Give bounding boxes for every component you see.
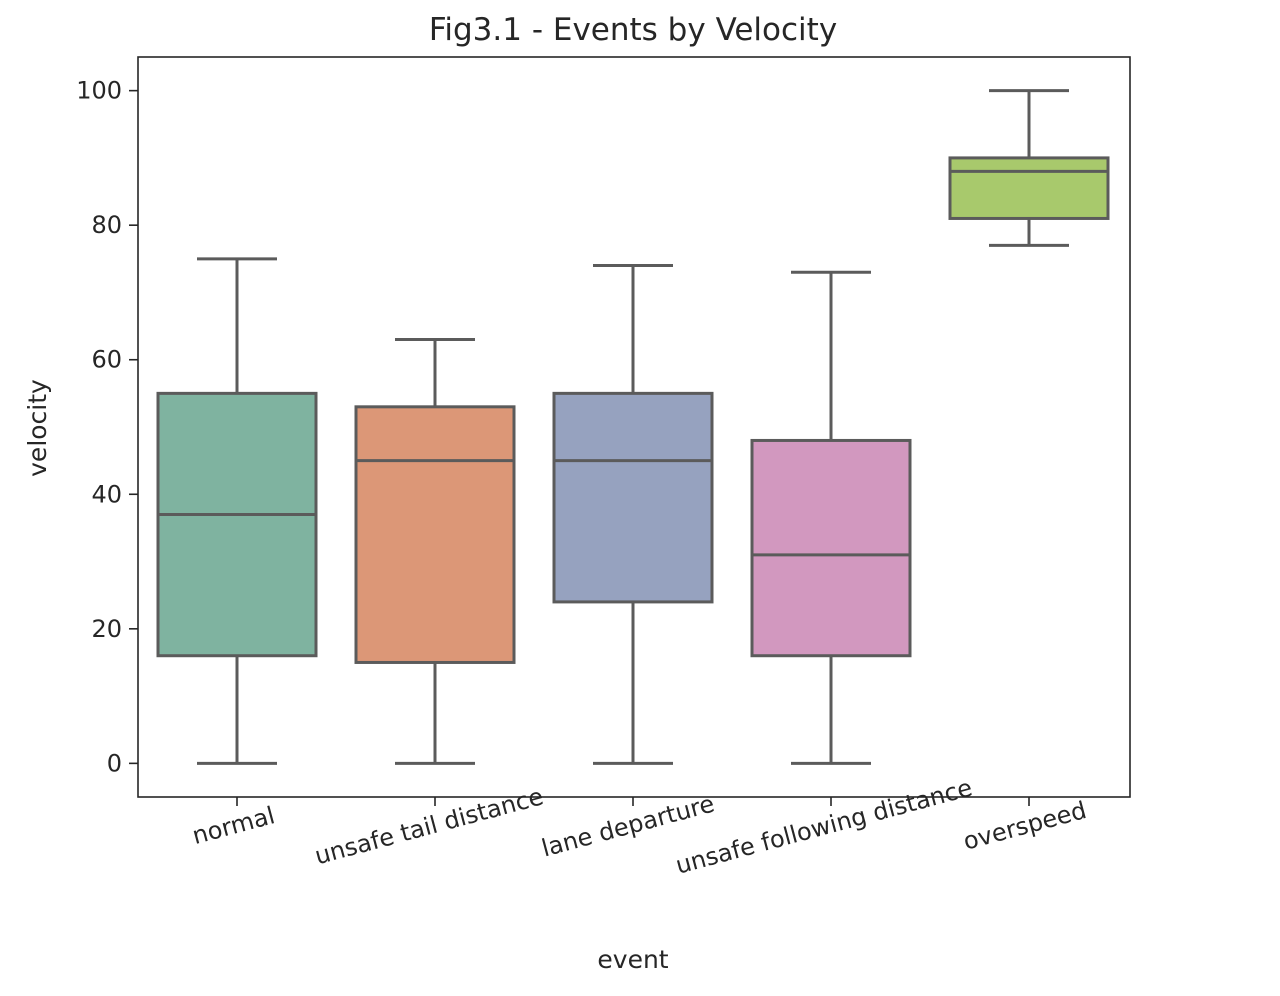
y-tick-label: 0 — [107, 749, 122, 777]
box-unsafe-tail-distance — [354, 338, 516, 765]
y-tick-label: 80 — [91, 211, 122, 239]
x-tick-label: unsafe following distance — [673, 774, 976, 880]
y-tick-label: 100 — [76, 77, 122, 105]
x-tick-label: normal — [189, 801, 277, 850]
box-unsafe-following-distance — [750, 270, 912, 765]
interquartile-box — [750, 438, 912, 658]
box-normal — [156, 257, 318, 765]
y-axis-label: velocity — [23, 379, 52, 477]
interquartile-box — [354, 405, 516, 664]
plot-area-frame — [137, 56, 1131, 798]
chart-title: Fig3.1 - Events by Velocity — [429, 12, 837, 48]
interquartile-box — [552, 391, 714, 604]
y-tick-label: 20 — [91, 615, 122, 643]
y-tick-label: 40 — [91, 480, 122, 508]
x-tick-label: overspeed — [960, 796, 1089, 856]
y-tick-label: 60 — [91, 346, 122, 374]
x-axis-label: event — [597, 945, 668, 974]
box-lane-departure — [552, 264, 714, 765]
x-tick-label: unsafe tail distance — [312, 782, 546, 870]
plot-boxes — [156, 89, 1110, 765]
box-overspeed — [948, 89, 1110, 247]
interquartile-box — [156, 391, 318, 658]
interquartile-box — [948, 156, 1110, 220]
y-axis: 0 20 40 60 80 100 — [76, 77, 138, 777]
